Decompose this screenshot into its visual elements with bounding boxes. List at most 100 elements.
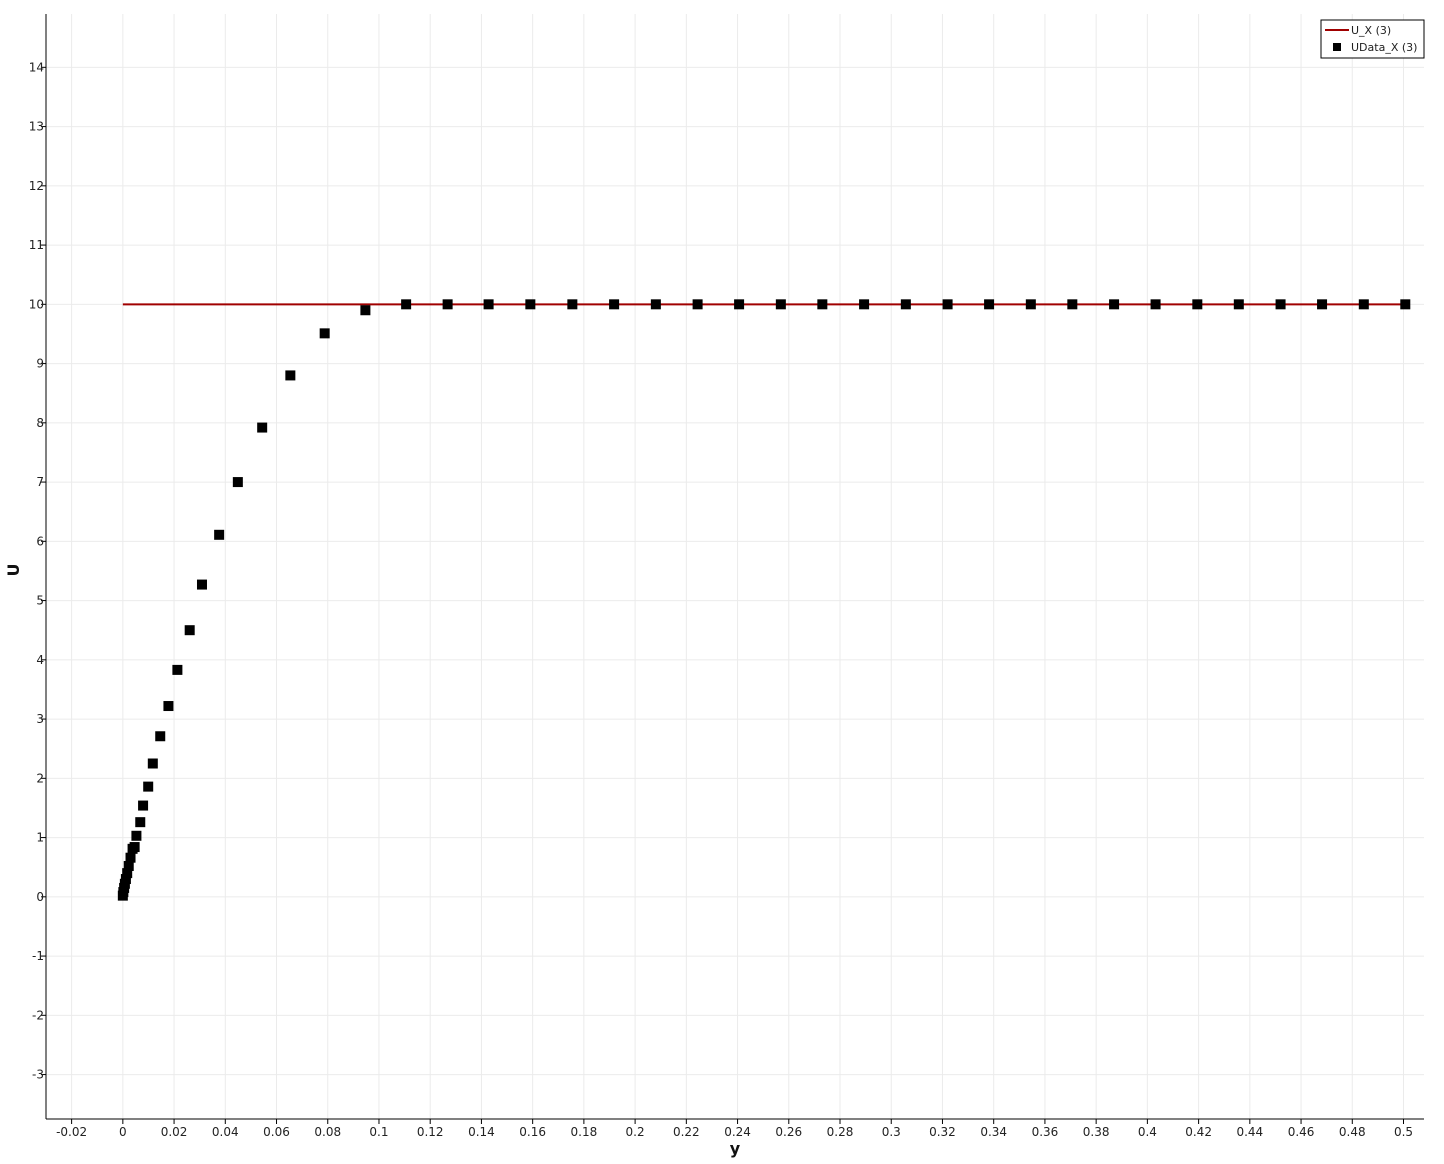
x-tick-label: 0.08 [314,1125,341,1139]
y-tick-label: 9 [36,357,44,371]
data-point-udata-x [692,299,703,310]
data-point-udata-x [163,701,174,712]
data-point-udata-x [257,422,268,433]
data-point-udata-x [138,800,149,811]
data-point-udata-x [129,842,140,853]
data-point-udata-x [900,299,911,310]
x-tick-label: 0.28 [827,1125,854,1139]
data-point-udata-x [147,758,158,769]
x-tick-label: 0.4 [1138,1125,1157,1139]
data-point-udata-x [285,370,296,381]
data-point-udata-x [1150,299,1161,310]
x-tick-label: 0.26 [775,1125,802,1139]
data-point-udata-x [319,328,330,339]
y-tick-label: 11 [29,238,44,252]
data-point-udata-x [442,299,453,310]
y-axis-title: U [4,564,23,577]
y-tick-label: 0 [36,890,44,904]
x-tick-label: 0.16 [519,1125,546,1139]
y-tick-label: 8 [36,416,44,430]
x-tick-label: 0.5 [1394,1125,1413,1139]
x-tick-label: 0.38 [1083,1125,1110,1139]
x-tick-label: 0.14 [468,1125,495,1139]
x-axis-title: y [730,1139,741,1158]
legend: U_X (3) UData_X (3) [1320,19,1425,59]
x-tick-label: 0.22 [673,1125,700,1139]
x-tick-label: 0.44 [1236,1125,1263,1139]
data-point-udata-x [196,579,207,590]
x-tick-label: -0.02 [56,1125,87,1139]
x-tick-label: 0.3 [882,1125,901,1139]
x-tick-label: 0.02 [161,1125,188,1139]
data-point-udata-x [734,299,745,310]
data-point-udata-x [650,299,661,310]
x-tick-label: 0.48 [1339,1125,1366,1139]
x-tick-label: 0.2 [626,1125,645,1139]
y-tick-label: 7 [36,475,44,489]
x-tick-label: 0.12 [417,1125,444,1139]
y-tick-label: 10 [29,297,44,311]
x-ticks: -0.02 0 0.02 0.04 0.06 0.08 0.1 0.12 0.14 0.16 0.1… [56,1119,1413,1139]
data-point-udata-x [122,868,133,879]
data-point-udata-x [123,861,134,872]
data-point-udata-x [1192,299,1203,310]
y-tick-label: 3 [36,712,44,726]
data-point-udata-x [360,305,371,316]
x-tick-label: 0.36 [1032,1125,1059,1139]
data-point-udata-x [214,529,225,540]
x-tick-label: 0.42 [1185,1125,1212,1139]
y-tick-label: -1 [32,949,44,963]
y-tick-label: 12 [29,179,44,193]
data-point-udata-x [120,874,131,885]
legend-label-line-series: U_X (3) [1351,24,1391,37]
y-tick-label: 4 [36,653,44,667]
y-tick-label: 2 [36,771,44,785]
data-point-udata-x [172,664,183,675]
x-tick-label: 0.18 [571,1125,598,1139]
legend-marker-swatch [1333,43,1341,51]
x-tick-label: 0.1 [369,1125,388,1139]
data-point-udata-x [859,299,870,310]
data-point-udata-x [942,299,953,310]
legend-box [1320,19,1425,59]
x-tick-label: 0.04 [212,1125,239,1139]
x-tick-label: 0.06 [263,1125,290,1139]
x-tick-label: 0 [119,1125,127,1139]
data-point-udata-x [609,299,620,310]
data-point-udata-x [1233,299,1244,310]
data-point-udata-x [1317,299,1328,310]
x-tick-label: 0.34 [980,1125,1007,1139]
grid [46,14,1424,1119]
data-point-udata-x [184,625,195,636]
data-point-udata-x [483,299,494,310]
data-point-udata-x [125,852,136,863]
data-point-udata-x [817,299,828,310]
legend-label-marker-series: UData_X (3) [1351,41,1417,54]
data-point-udata-x [1109,299,1120,310]
data-point-udata-x [135,817,146,828]
data-point-udata-x [401,299,412,310]
data-point-udata-x [155,731,166,742]
axes [45,14,1424,1120]
data-point-udata-x [131,830,142,841]
y-tick-label: 6 [36,534,44,548]
data-point-udata-x [984,299,995,310]
data-point-udata-x [1067,299,1078,310]
y-tick-label: -2 [32,1008,44,1022]
x-tick-label: 0.32 [929,1125,956,1139]
y-tick-label: -3 [32,1068,44,1082]
data-point-udata-x [1025,299,1036,310]
x-tick-label: 0.46 [1288,1125,1315,1139]
y-tick-label: 13 [29,120,44,134]
data-point-udata-x [1275,299,1286,310]
y-tick-label: 5 [36,594,44,608]
data-point-udata-x [525,299,536,310]
series [117,299,1411,901]
data-point-udata-x [1400,299,1411,310]
y-tick-label: 14 [29,60,44,74]
data-point-udata-x [143,781,154,792]
y-tick-label: 1 [36,831,44,845]
data-point-udata-x [232,477,243,488]
